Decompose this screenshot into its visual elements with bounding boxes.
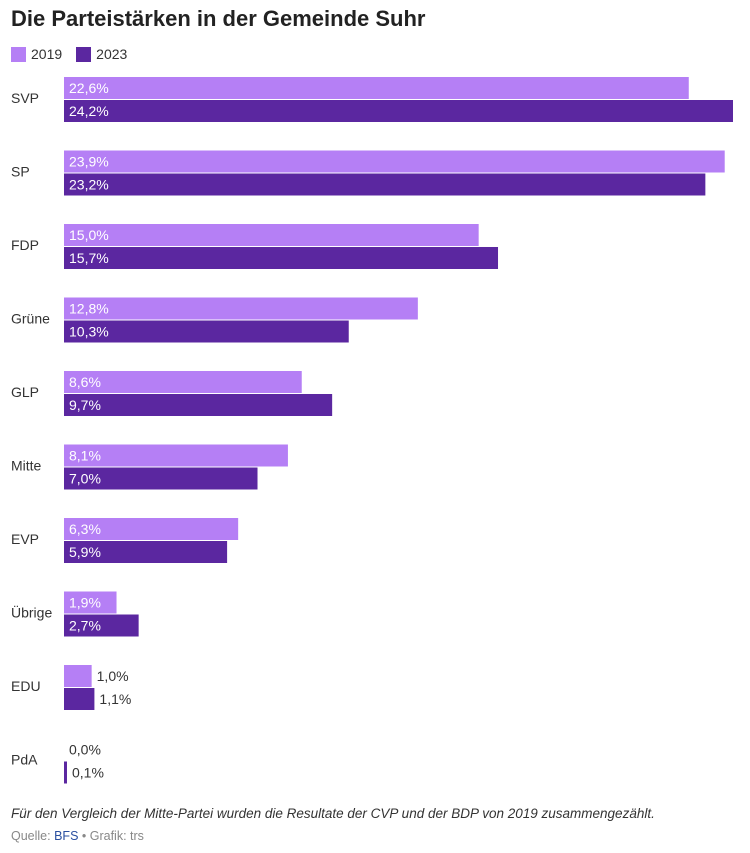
- data-label: 5,9%: [69, 544, 101, 560]
- category-label: GLP: [11, 384, 39, 400]
- data-label: 1,9%: [69, 595, 101, 611]
- bar-chart: SVP 22,6% 24,2% SP 23,9% 23,2% FDP 15,0% 15,7% Gr…: [11, 77, 733, 784]
- bar-2019-EVP: [64, 518, 239, 540]
- category-label: EDU: [11, 678, 41, 694]
- category-label: Mitte: [11, 458, 42, 474]
- source-link[interactable]: BFS: [54, 829, 79, 843]
- bar-2023-EVP: [64, 541, 228, 563]
- chart-title: Die Parteistärken in der Gemeinde Suhr: [11, 6, 426, 31]
- category-label: PdA: [11, 752, 38, 768]
- legend-swatch-2019: [11, 46, 26, 62]
- bar-2019-Grüne: [64, 297, 418, 320]
- bar-2023-EDU: [64, 688, 95, 710]
- bar-2019-FDP: [64, 224, 479, 246]
- data-label: 0,1%: [72, 765, 104, 781]
- category-label: Grüne: [11, 311, 50, 327]
- legend-item-2019: 2019: [11, 46, 62, 62]
- data-label: 6,3%: [69, 521, 101, 537]
- data-label: 15,0%: [69, 227, 109, 243]
- data-label: 10,3%: [69, 324, 109, 340]
- bar-2019-EDU: [64, 665, 92, 687]
- bar-2019-Übrige: [64, 591, 117, 614]
- data-label: 23,2%: [69, 177, 109, 193]
- category-label: SVP: [11, 90, 39, 106]
- bar-2023-SVP: [64, 100, 733, 122]
- bar-2023-PdA: [64, 761, 67, 784]
- credit: • Grafik: trs: [78, 829, 144, 843]
- data-label: 23,9%: [69, 154, 109, 170]
- legend-swatch-2023: [76, 46, 92, 62]
- bar-2023-Grüne: [64, 320, 349, 343]
- legend-label-2019: 2019: [31, 46, 63, 62]
- bar-2019-GLP: [64, 371, 302, 393]
- source-prefix: Quelle:: [11, 829, 55, 843]
- data-label: 7,0%: [69, 471, 101, 487]
- bar-2023-Übrige: [64, 614, 139, 637]
- data-label: 15,7%: [69, 250, 109, 266]
- data-label: 1,0%: [97, 668, 129, 684]
- bar-2023-GLP: [64, 394, 333, 416]
- category-label: SP: [11, 164, 30, 180]
- bar-2023-SP: [64, 173, 706, 196]
- data-label: 9,7%: [69, 397, 101, 413]
- bar-2023-Mitte: [64, 467, 258, 490]
- data-label: 24,2%: [69, 103, 109, 119]
- bar-2023-FDP: [64, 247, 499, 269]
- bar-2019-SP: [64, 150, 725, 173]
- data-label: 8,6%: [69, 374, 101, 390]
- legend-item-2023: 2023: [76, 46, 127, 62]
- bar-2019-SVP: [64, 77, 689, 99]
- legend-label-2023: 2023: [96, 46, 128, 62]
- data-label: 2,7%: [69, 618, 101, 634]
- bar-2019-Mitte: [64, 444, 288, 467]
- category-label: EVP: [11, 531, 39, 547]
- legend: 2019 2023: [11, 46, 141, 62]
- data-label: 0,0%: [69, 742, 101, 758]
- data-label: 12,8%: [69, 301, 109, 317]
- category-label: Übrige: [11, 604, 52, 621]
- data-label: 22,6%: [69, 80, 109, 96]
- source-line: Quelle: BFS • Grafik: trs: [11, 829, 144, 843]
- data-label: 1,1%: [99, 691, 131, 707]
- category-label: FDP: [11, 237, 39, 253]
- data-label: 8,1%: [69, 448, 101, 464]
- footnote: Für den Vergleich der Mitte-Partei wurde…: [11, 806, 655, 821]
